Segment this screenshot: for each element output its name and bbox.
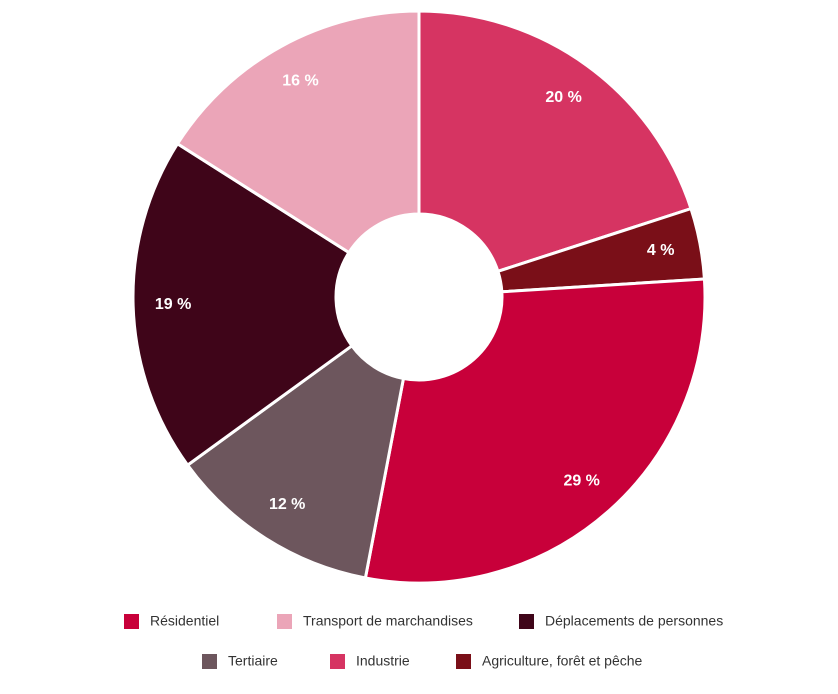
value-label: 19 %: [155, 296, 191, 313]
donut-slice: [185, 343, 406, 580]
legend-label: Tertiaire: [228, 653, 278, 669]
legend-swatch: [202, 654, 217, 669]
legend-label: Résidentiel: [150, 613, 219, 629]
legend-swatch: [124, 614, 139, 629]
legend-label: Déplacements de personnes: [545, 613, 723, 629]
value-label: 4 %: [647, 242, 675, 259]
donut-slice: [363, 277, 707, 585]
legend-label: Industrie: [356, 653, 410, 669]
legend-label: Agriculture, forêt et pêche: [482, 653, 643, 669]
value-label: 16 %: [282, 73, 318, 90]
legend-swatch: [330, 654, 345, 669]
donut-slice: [417, 9, 693, 274]
value-label: 29 %: [563, 473, 599, 490]
donut-slice: [175, 9, 421, 255]
legend-swatch: [456, 654, 471, 669]
value-label: 20 %: [545, 89, 581, 106]
legend-swatch: [277, 614, 292, 629]
donut-slice: [131, 141, 354, 468]
legend-label: Transport de marchandises: [303, 613, 473, 629]
value-label: 12 %: [269, 496, 305, 513]
legend-swatch: [519, 614, 534, 629]
